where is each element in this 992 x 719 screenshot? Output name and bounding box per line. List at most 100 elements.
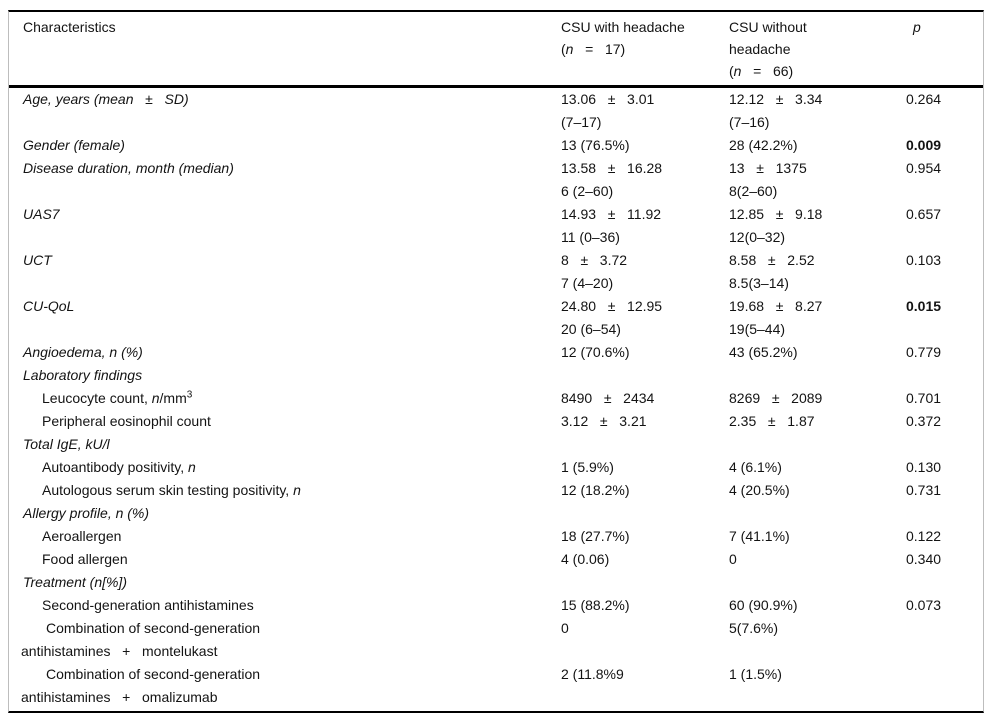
text-segment: 3 [186, 389, 193, 401]
text-segment: Allergy profile, n (%) [23, 505, 150, 521]
text-line: Treatment (n[%]) [9, 571, 561, 594]
cell-csu-without-headache: 0 [729, 548, 906, 571]
cell-csu-with-headache: 15 (88.2%) [561, 594, 729, 617]
table-row: Aeroallergen 18 (27.7%) 7 (41.1%) 0.122 [9, 525, 983, 548]
text-segment: Combination of second-generation [46, 620, 261, 636]
text-segment: n [151, 390, 160, 406]
cell-characteristic: Aeroallergen [9, 525, 561, 548]
table-row: Autologous serum skin testing positivity… [9, 479, 983, 502]
table-row: Gender (female) 13 (76.5%) 28 (42.2%) 0.009 [9, 134, 983, 157]
cell-value-line: 8 ± 3.72 [561, 252, 628, 268]
text-line: Autoantibody positivity, n [9, 456, 561, 479]
text-segment: /mm [159, 390, 187, 406]
cell-value-line: 14.93 ± 11.92 [561, 206, 662, 222]
table-row: CU-QoL 24.80 ± 12.95 20 (6–54) 19.68 ± 8.27… [9, 295, 983, 341]
cell-csu-without-headache: 1 (1.5%) [729, 663, 906, 686]
cell-value-line: 4 (6.1%) [729, 459, 782, 475]
text-segment: antihistamines + montelukast [21, 643, 218, 659]
text-line: Gender (female) [9, 134, 561, 157]
text-segment: Aeroallergen [42, 528, 122, 544]
cell-value-line: 13.06 ± 3.01 [561, 91, 655, 107]
cell-value-line: 0.130 [906, 459, 942, 475]
text-segment: Angioedema, n (%) [23, 344, 143, 360]
text-segment: Leucocyte count, [42, 390, 152, 406]
characteristics-table: Characteristics CSU with headache (n = 17)… [8, 10, 984, 713]
cell-characteristic: Food allergen [9, 548, 561, 571]
cell-csu-without-headache: 8.58 ± 2.52 8.5(3–14) [729, 249, 906, 295]
text-line: Laboratory findings [9, 364, 561, 387]
cell-value-line: 28 (42.2%) [729, 137, 798, 153]
cell-value-line: 0.701 [906, 390, 942, 406]
text-line: CSU with headache [561, 16, 729, 38]
text-segment: n [188, 459, 196, 475]
text-segment: Treatment (n[%]) [23, 574, 127, 590]
text-line: Second-generation antihistamines [9, 594, 561, 617]
cell-value-line: 1 (1.5%) [729, 666, 782, 682]
text-segment: CSU without [729, 19, 807, 35]
col-header-p: p [906, 16, 983, 38]
cell-value-line: 0.954 [906, 160, 942, 176]
text-segment: = 17) [573, 41, 626, 57]
cell-value-line: 0.103 [906, 252, 942, 268]
cell-characteristic: UAS7 [9, 203, 561, 226]
cell-value-line: 2.35 ± 1.87 [729, 413, 815, 429]
cell-csu-with-headache: 13.58 ± 16.28 6 (2–60) [561, 157, 729, 203]
text-segment: Total IgE, kU/l [23, 436, 110, 452]
cell-p-value: 0.954 [906, 157, 983, 180]
text-segment: UCT [23, 252, 52, 268]
cell-csu-without-headache: 8269 ± 2089 [729, 387, 906, 410]
table-row: Laboratory findings [9, 364, 983, 387]
cell-value-line: 11 (0–36) [561, 229, 620, 245]
cell-csu-with-headache: 24.80 ± 12.95 20 (6–54) [561, 295, 729, 341]
cell-value-line: 12 (18.2%) [561, 482, 630, 498]
cell-characteristic: Gender (female) [9, 134, 561, 157]
text-segment: Food allergen [42, 551, 128, 567]
text-segment: Characteristics [23, 19, 116, 35]
cell-characteristic: Treatment (n[%]) [9, 571, 561, 594]
cell-value-line: 0.073 [906, 597, 942, 613]
cell-value-line: 24.80 ± 12.95 [561, 298, 663, 314]
cell-value-line: 7 (4–20) [561, 275, 614, 291]
cell-value-line: 5(7.6%) [729, 620, 779, 636]
text-segment: Combination of second-generation [46, 666, 261, 682]
table-row: Combination of second-generation antihist… [9, 663, 983, 709]
text-line: Combination of second-generation [9, 617, 561, 640]
table-row: Peripheral eosinophil count 3.12 ± 3.21 2.… [9, 410, 983, 433]
cell-value-line: 0.122 [906, 528, 942, 544]
cell-csu-without-headache: 28 (42.2%) [729, 134, 906, 157]
text-line: Combination of second-generation [9, 663, 561, 686]
text-line: Leucocyte count, n/mm3 [9, 387, 561, 410]
cell-p-value: 0.731 [906, 479, 983, 502]
cell-p-value: 0.122 [906, 525, 983, 548]
text-segment: headache [729, 41, 791, 57]
text-segment: n [565, 41, 574, 57]
col-header-csu-with-headache: CSU with headache (n = 17) [561, 16, 729, 60]
cell-csu-without-headache: 60 (90.9%) [729, 594, 906, 617]
cell-p-value: 0.130 [906, 456, 983, 479]
text-segment: UAS7 [23, 206, 60, 222]
text-line: CU-QoL [9, 295, 561, 318]
cell-value-line: 13 ± 1375 [729, 160, 807, 176]
text-segment: ( [729, 63, 734, 79]
cell-csu-with-headache: 8 ± 3.72 7 (4–20) [561, 249, 729, 295]
cell-value-line: 8(2–60) [729, 183, 778, 199]
cell-value-line: 0.340 [906, 551, 942, 567]
cell-value-line: 13.58 ± 16.28 [561, 160, 663, 176]
table-row: Food allergen 4 (0.06) 0 0.340 [9, 548, 983, 571]
text-segment: p [913, 19, 921, 35]
cell-value-line: 0.657 [906, 206, 942, 222]
text-line: antihistamines + montelukast [9, 640, 561, 663]
text-segment: Autologous serum skin testing positivity… [42, 482, 294, 498]
cell-csu-with-headache: 2 (11.8%9 [561, 663, 729, 686]
cell-characteristic: Peripheral eosinophil count [9, 410, 561, 433]
cell-csu-with-headache: 12 (18.2%) [561, 479, 729, 502]
cell-csu-with-headache: 12 (70.6%) [561, 341, 729, 364]
cell-value-line: 0.015 [906, 298, 942, 314]
col-header-csu-without-headache: CSU without headache (n = 66) [729, 16, 906, 82]
cell-value-line: 12(0–32) [729, 229, 786, 245]
text-line: Food allergen [9, 548, 561, 571]
cell-value-line: 60 (90.9%) [729, 597, 798, 613]
cell-characteristic: Autologous serum skin testing positivity… [9, 479, 561, 502]
text-segment: Disease duration, month (median) [23, 160, 234, 176]
